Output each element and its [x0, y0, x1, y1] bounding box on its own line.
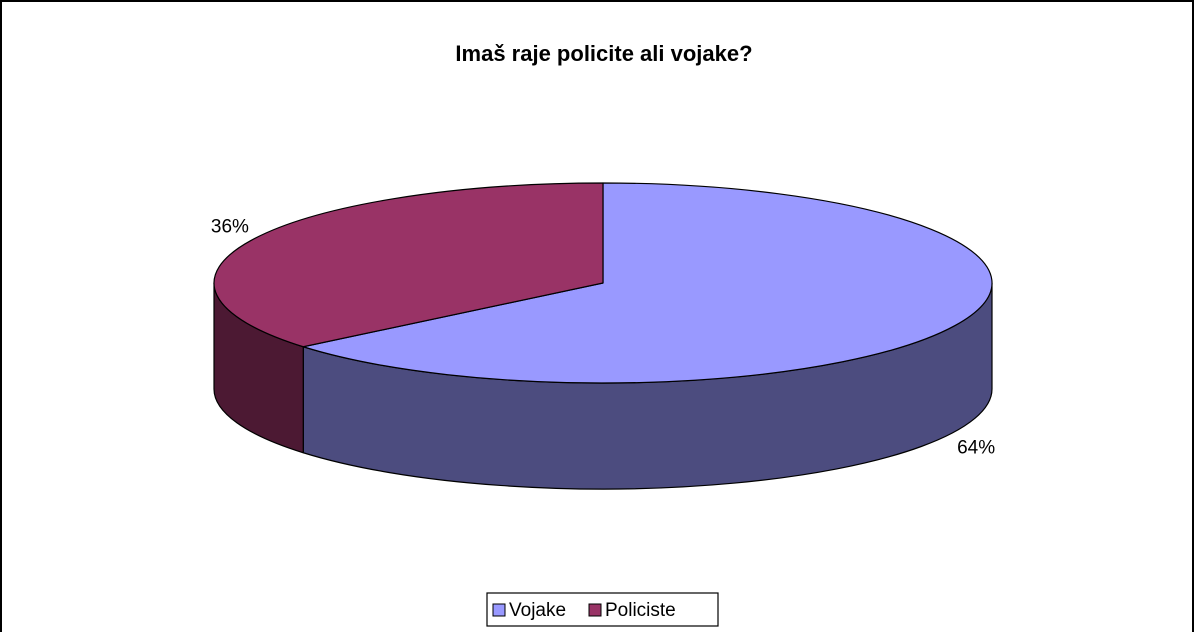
legend-label-policiste: Policiste — [605, 600, 676, 621]
data-labels: 64% 36% — [211, 217, 995, 459]
chart-title: Imaš raje policite ali vojake? — [455, 41, 752, 66]
data-label-policiste: 36% — [211, 217, 249, 238]
legend: Vojake Policiste — [486, 592, 719, 627]
legend-swatch-vojake — [492, 603, 506, 617]
data-label-vojake: 64% — [957, 438, 995, 459]
legend-label-vojake: Vojake — [509, 600, 566, 621]
pie-slice-policiste — [213, 182, 604, 348]
pie-slice-vojake — [302, 182, 993, 384]
pie-tops — [213, 182, 993, 384]
pie-slices — [213, 182, 993, 490]
legend-swatch-policiste — [588, 603, 602, 617]
legend-box — [486, 592, 719, 627]
